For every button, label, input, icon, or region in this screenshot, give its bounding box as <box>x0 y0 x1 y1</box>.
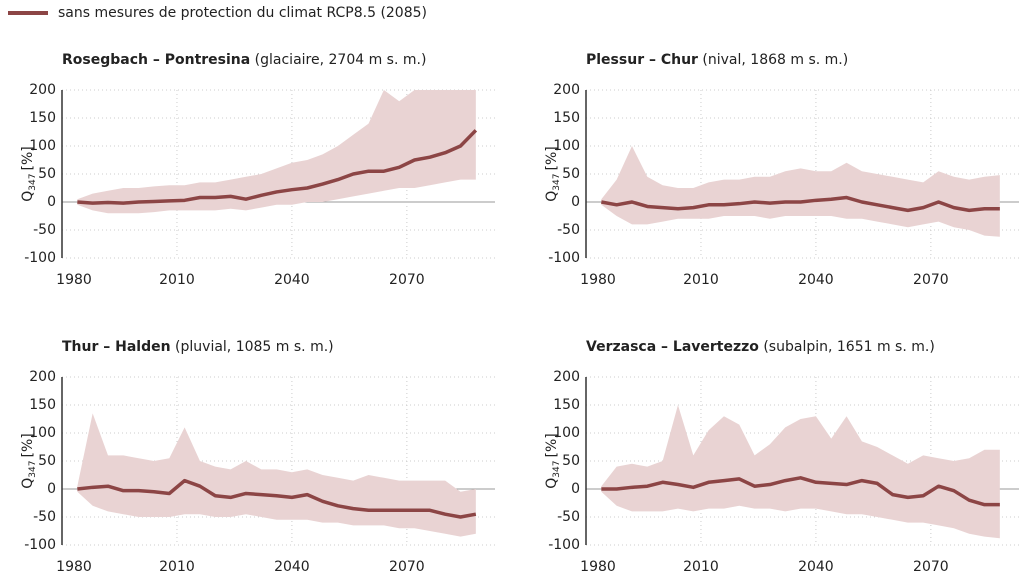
y-tick-label: 0 <box>47 481 56 497</box>
x-tick-label: 2070 <box>913 272 949 288</box>
x-tick-label: 2040 <box>274 559 310 575</box>
y-tick-label: 150 <box>553 397 580 413</box>
panel-title-detail: (glaciaire, 2704 m s. m.) <box>255 52 427 68</box>
y-tick-label: 200 <box>29 82 56 98</box>
y-tick-label: -50 <box>33 222 56 238</box>
y-tick-label: 150 <box>29 110 56 126</box>
x-tick-label: 1980 <box>580 559 616 575</box>
y-axis-label-main: Q <box>544 478 560 489</box>
x-tick-label: 2070 <box>389 559 425 575</box>
y-axis-label: Q347 [%] <box>544 433 562 488</box>
panel-title: Verzasca – Lavertezzo (subalpin, 1651 m … <box>586 339 935 355</box>
y-tick-label: -50 <box>557 509 580 525</box>
y-tick-label: -100 <box>24 250 56 266</box>
x-tick-label: 2040 <box>274 272 310 288</box>
panel-title-detail: (nival, 1868 m s. m.) <box>702 52 848 68</box>
y-tick-label: 100 <box>29 425 56 441</box>
panel-title: Rosegbach – Pontresina (glaciaire, 2704 … <box>62 52 426 68</box>
uncertainty-band <box>77 90 476 214</box>
data-line <box>77 478 477 519</box>
y-tick-label: 150 <box>553 110 580 126</box>
y-axis-label-sub: 347 <box>552 461 562 478</box>
x-tick-label: 2070 <box>913 559 949 575</box>
x-tick-label: 1980 <box>580 272 616 288</box>
x-tick-label: 2010 <box>683 272 719 288</box>
y-tick-label: 100 <box>553 138 580 154</box>
uncertainty-band <box>77 413 476 537</box>
x-tick-label: 2070 <box>389 272 425 288</box>
panel-title-main: Rosegbach – Pontresina <box>62 52 250 68</box>
x-tick-label: 2010 <box>683 559 719 575</box>
y-tick-label: 100 <box>553 425 580 441</box>
y-axis-label-sub: 347 <box>28 174 38 191</box>
y-axis-label-main: Q <box>544 191 560 202</box>
y-tick-label: -100 <box>548 250 580 266</box>
y-axis-label-sub: 347 <box>28 461 38 478</box>
x-tick-label: 2040 <box>798 559 834 575</box>
y-tick-label: 150 <box>29 397 56 413</box>
y-tick-label: 200 <box>29 369 56 385</box>
y-tick-label: 200 <box>553 369 580 385</box>
x-tick-label: 2010 <box>159 272 195 288</box>
y-axis-label-unit: [%] <box>20 433 36 457</box>
uncertainty-band <box>601 146 1000 237</box>
y-axis-label-unit: [%] <box>544 433 560 457</box>
y-tick-label: 0 <box>47 194 56 210</box>
y-axis-label: Q347 [%] <box>20 146 38 201</box>
y-tick-label: 50 <box>562 166 580 182</box>
data-line <box>77 129 478 205</box>
panel-title-detail: (subalpin, 1651 m s. m.) <box>763 339 934 355</box>
y-axis-label-unit: [%] <box>544 146 560 170</box>
panel-title: Plessur – Chur (nival, 1868 m s. m.) <box>586 52 848 68</box>
y-axis-label-unit: [%] <box>20 146 36 170</box>
data-line <box>601 476 1000 507</box>
data-line <box>601 195 1000 213</box>
y-axis-label: Q347 [%] <box>20 433 38 488</box>
y-tick-label: 50 <box>562 453 580 469</box>
y-tick-label: 100 <box>29 138 56 154</box>
y-axis-label-main: Q <box>20 478 36 489</box>
y-tick-label: 0 <box>571 481 580 497</box>
y-tick-label: 50 <box>38 166 56 182</box>
y-tick-label: -100 <box>24 537 56 553</box>
x-tick-label: 2040 <box>798 272 834 288</box>
y-tick-label: -50 <box>557 222 580 238</box>
y-tick-label: -50 <box>33 509 56 525</box>
y-axis-label-sub: 347 <box>552 174 562 191</box>
legend-label: sans mesures de protection du climat RCP… <box>58 5 427 21</box>
y-tick-label: -100 <box>548 537 580 553</box>
panel-title-main: Plessur – Chur <box>586 52 698 68</box>
y-tick-label: 50 <box>38 453 56 469</box>
y-tick-label: 200 <box>553 82 580 98</box>
x-tick-label: 1980 <box>56 559 92 575</box>
uncertainty-band <box>601 405 1000 539</box>
y-axis-label-main: Q <box>20 191 36 202</box>
panel-title-main: Verzasca – Lavertezzo <box>586 339 759 355</box>
panel-title-main: Thur – Halden <box>62 339 171 355</box>
x-tick-label: 1980 <box>56 272 92 288</box>
y-axis-label: Q347 [%] <box>544 146 562 201</box>
x-tick-label: 2010 <box>159 559 195 575</box>
panel-title-detail: (pluvial, 1085 m s. m.) <box>175 339 334 355</box>
panel-title: Thur – Halden (pluvial, 1085 m s. m.) <box>62 339 334 355</box>
y-tick-label: 0 <box>571 194 580 210</box>
